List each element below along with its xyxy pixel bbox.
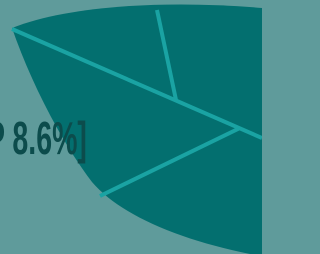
- screenshot: P 8.6%]: [0, 0, 262, 254]
- page: P 8.6%] (() => { const data = JSON.parse…: [0, 0, 262, 254]
- data-label: P 8.6%]: [0, 113, 87, 165]
